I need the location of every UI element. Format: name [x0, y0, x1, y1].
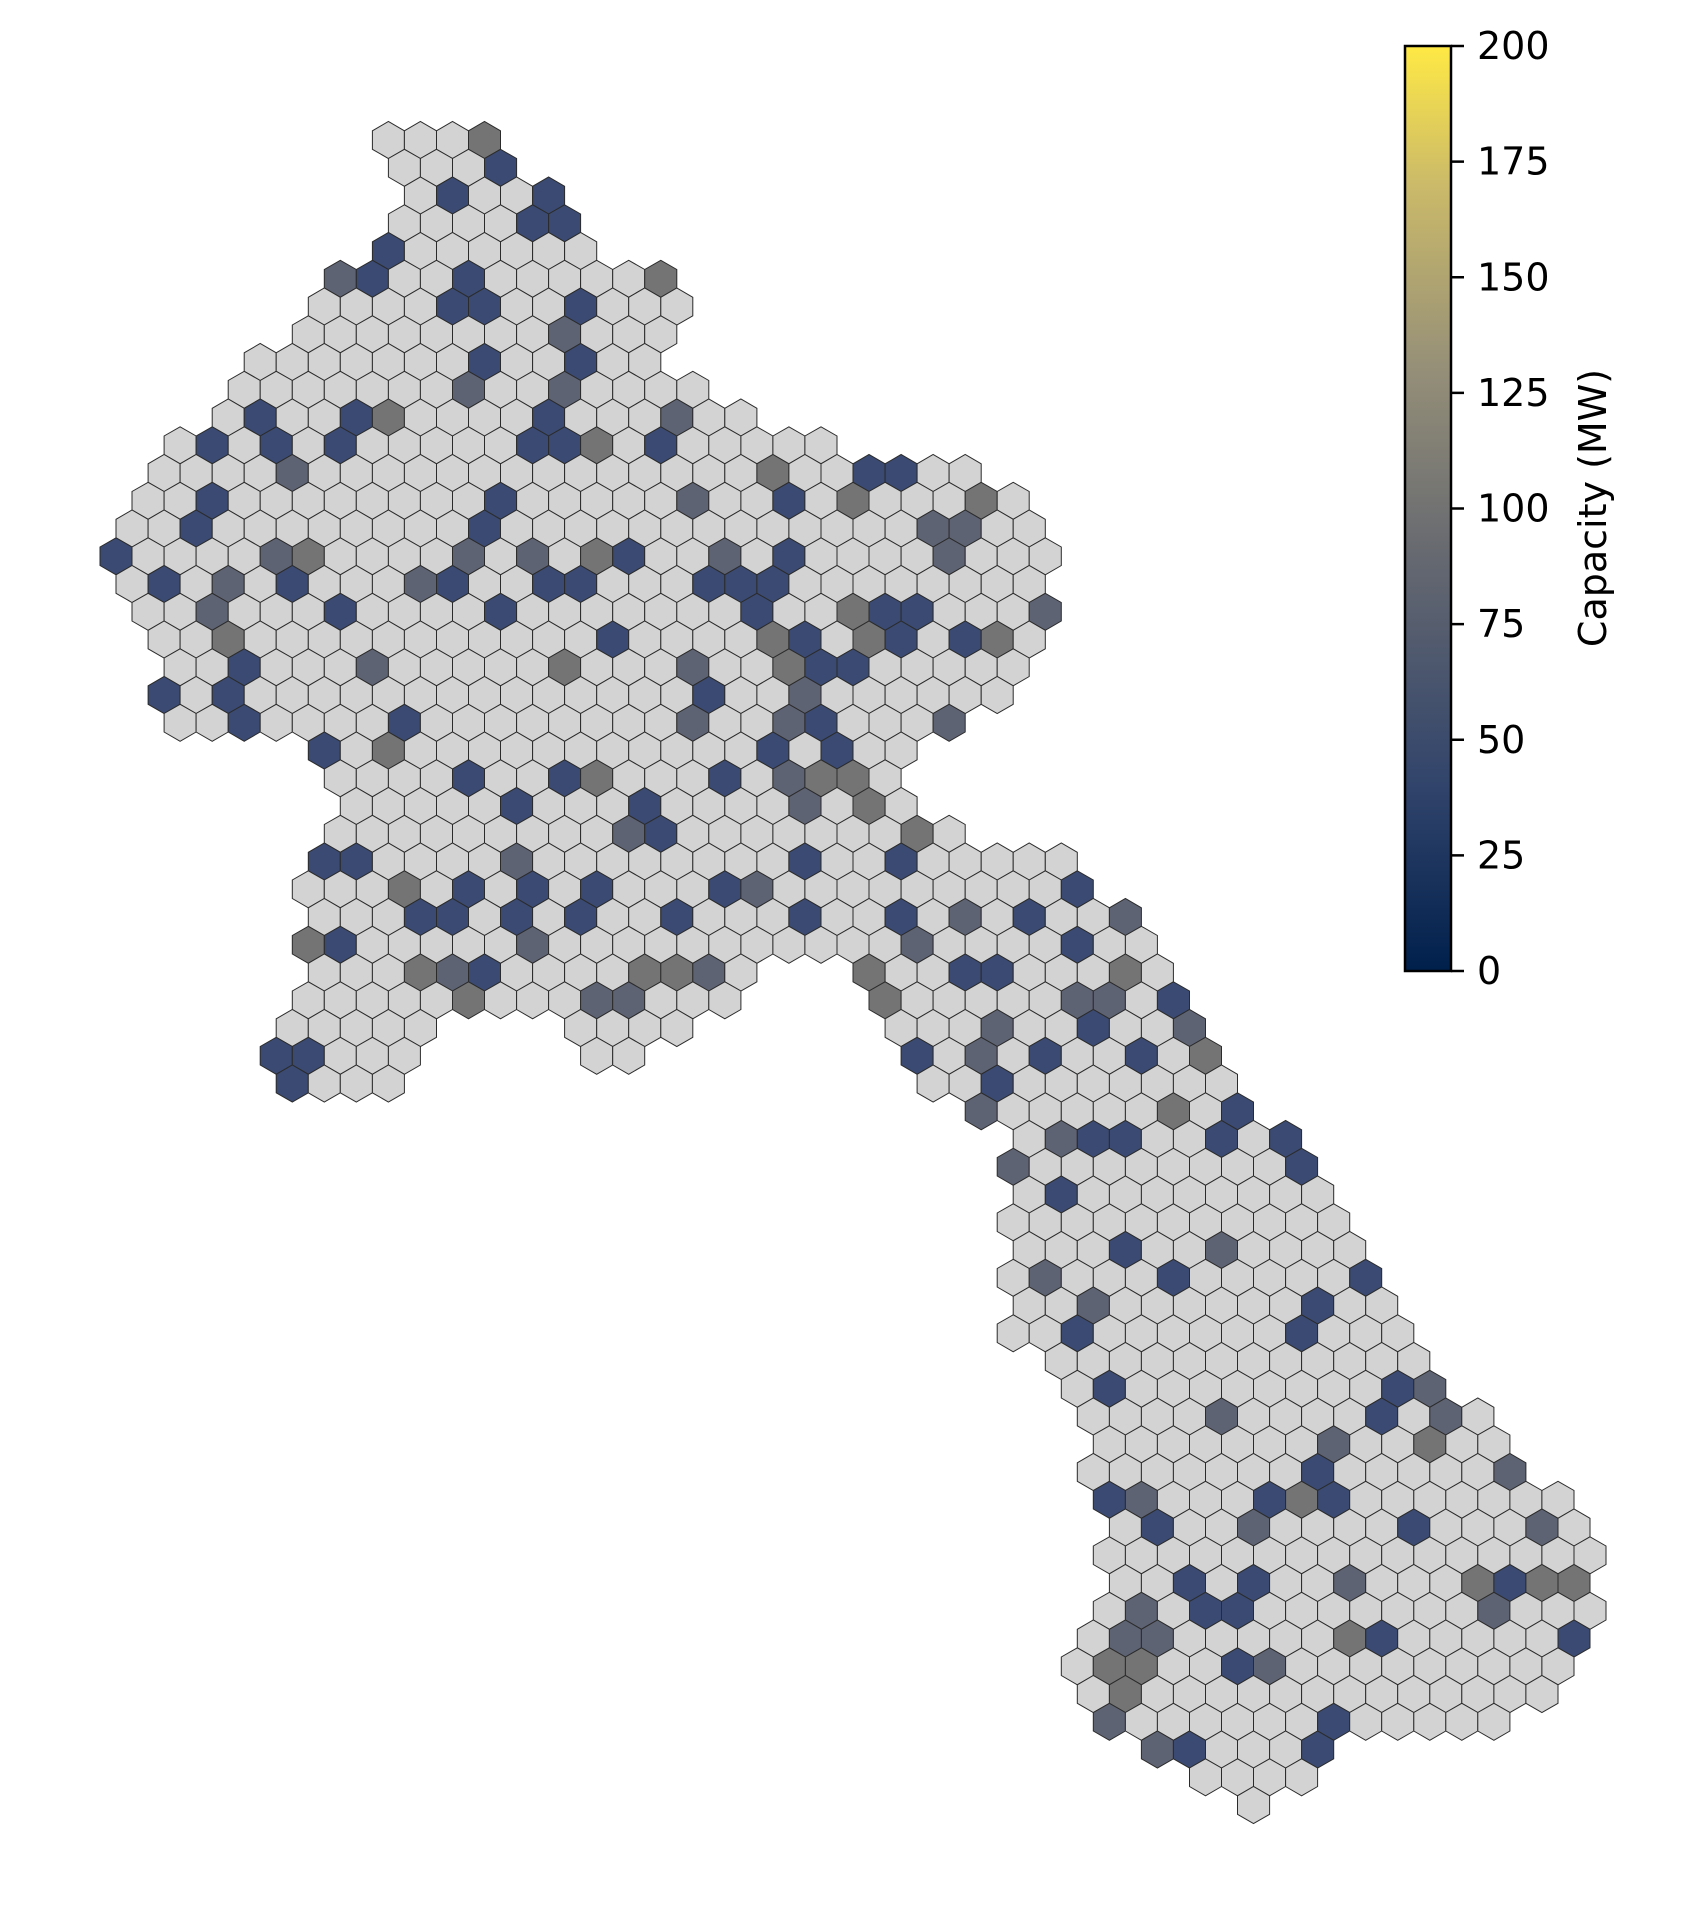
hex-cell — [980, 675, 1014, 715]
hex-cell — [1285, 1758, 1319, 1797]
colorbar-gradient — [1403, 44, 1453, 973]
colorbar-tick-label: 0 — [1477, 949, 1501, 993]
hex-cell — [932, 703, 966, 742]
colorbar: 0 25 50 75 100 125 150 175 200 Capacity (MW) — [1403, 24, 1615, 993]
hex-cell — [660, 1008, 694, 1048]
hex-cell — [708, 981, 742, 1020]
colorbar-ticks: 0 25 50 75 100 125 150 175 200 — [1451, 24, 1550, 993]
hex-cell — [612, 1036, 646, 1075]
hex-cell — [1237, 1785, 1271, 1825]
colorbar-tick-label: 75 — [1477, 602, 1525, 646]
colorbar-tick-label: 150 — [1477, 255, 1550, 299]
hex-cells — [99, 120, 1607, 1825]
hex-cell — [371, 1064, 405, 1103]
colorbar-tick-label: 100 — [1477, 487, 1550, 531]
colorbar-tick-label: 200 — [1477, 24, 1550, 68]
colorbar-tick-label: 175 — [1477, 140, 1550, 184]
colorbar-tick-label: 25 — [1477, 833, 1525, 877]
colorbar-tick-label: 50 — [1477, 718, 1525, 762]
colorbar-label: Capacity (MW) — [1571, 369, 1615, 647]
hex-cell — [1477, 1702, 1511, 1741]
hex-cell — [1525, 1674, 1559, 1714]
colorbar-tick-label: 125 — [1477, 371, 1550, 415]
